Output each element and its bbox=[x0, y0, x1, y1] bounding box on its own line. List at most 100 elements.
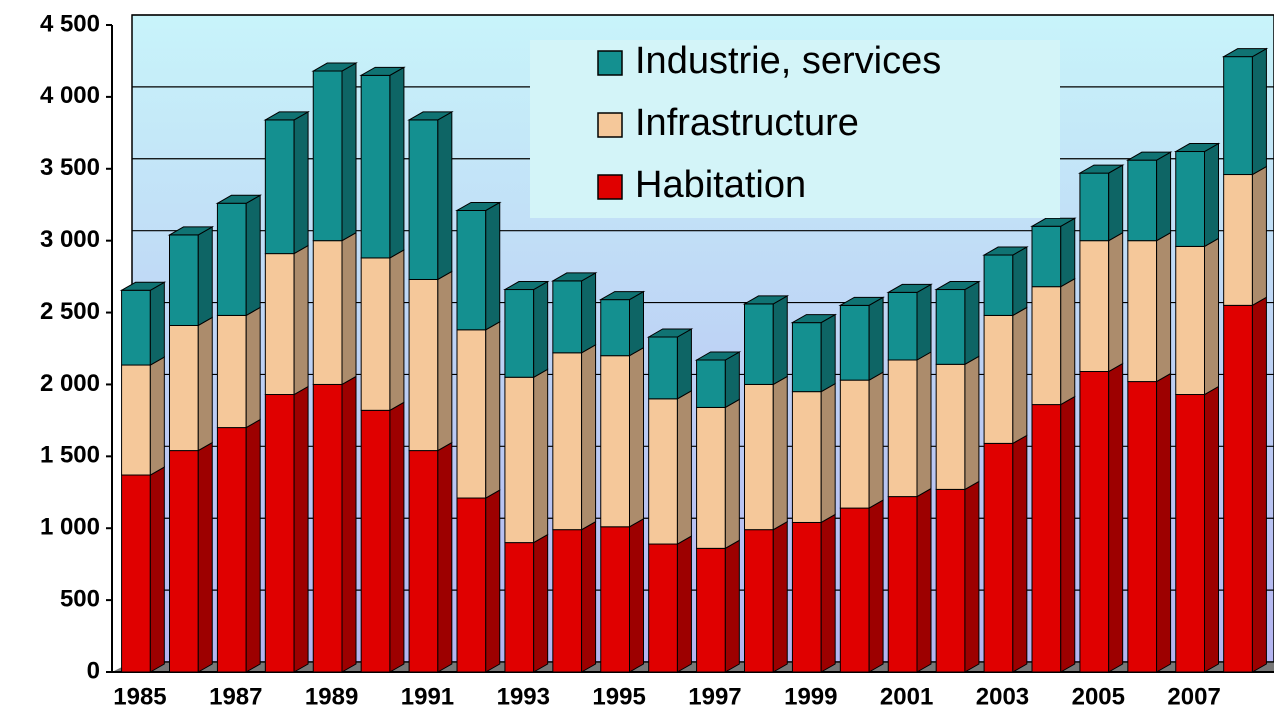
bar-top bbox=[1125, 151, 1173, 161]
bar-side bbox=[1156, 151, 1172, 242]
bar-side bbox=[820, 513, 836, 673]
bar-side bbox=[1251, 165, 1267, 307]
bar bbox=[744, 529, 774, 673]
bar bbox=[360, 409, 391, 673]
bar-side bbox=[629, 290, 644, 357]
bar-side bbox=[1108, 231, 1124, 373]
bar bbox=[935, 488, 966, 673]
bar bbox=[1079, 172, 1110, 242]
bar bbox=[1031, 404, 1062, 673]
bar-side bbox=[1251, 47, 1267, 176]
bar-side bbox=[341, 231, 357, 386]
bar-side bbox=[1060, 395, 1076, 673]
bar bbox=[887, 291, 918, 361]
y-tick-label: 500 bbox=[60, 585, 100, 612]
bar bbox=[456, 497, 487, 673]
bar bbox=[1031, 225, 1062, 288]
legend-swatch bbox=[597, 50, 623, 76]
bar bbox=[552, 280, 583, 354]
bar-side bbox=[772, 375, 788, 531]
bar-side bbox=[293, 111, 309, 255]
bar-side bbox=[533, 280, 549, 379]
bar-top bbox=[119, 281, 167, 291]
bar-side bbox=[1108, 164, 1124, 242]
bar bbox=[648, 543, 678, 673]
bar bbox=[552, 529, 583, 673]
bar-side bbox=[916, 283, 932, 361]
bar bbox=[312, 383, 343, 673]
bar bbox=[456, 329, 487, 499]
y-tick-label: 1 000 bbox=[40, 514, 100, 541]
bar-top bbox=[1030, 217, 1077, 227]
bar-side bbox=[964, 355, 980, 491]
bar bbox=[504, 542, 535, 673]
bar bbox=[1127, 381, 1158, 673]
bar bbox=[983, 254, 1014, 316]
bar-side bbox=[964, 280, 980, 366]
bar-side bbox=[581, 520, 597, 673]
bar bbox=[169, 324, 199, 452]
bars bbox=[119, 47, 1269, 673]
bar-side bbox=[293, 385, 309, 673]
x-tick-label: 1985 bbox=[113, 683, 166, 710]
bar-top bbox=[1221, 48, 1269, 58]
bar bbox=[408, 119, 439, 280]
bar bbox=[169, 450, 199, 673]
bar bbox=[600, 355, 630, 528]
bar-top bbox=[838, 296, 885, 306]
legend: Industrie, services Infrastructure Habitat… bbox=[530, 40, 1060, 218]
bar-side bbox=[868, 296, 884, 381]
bar bbox=[408, 450, 439, 673]
bar-side bbox=[1012, 434, 1028, 673]
bar bbox=[456, 209, 487, 331]
bar-side bbox=[724, 398, 740, 550]
bar-side bbox=[1060, 277, 1076, 406]
bar-side bbox=[389, 66, 405, 259]
bar-top bbox=[934, 281, 981, 291]
bar-top bbox=[1078, 164, 1125, 174]
bar bbox=[312, 70, 343, 242]
y-tick-label: 4 500 bbox=[40, 10, 100, 37]
bar-side bbox=[485, 201, 501, 331]
bar-side bbox=[772, 295, 788, 386]
x-tick-label: 1999 bbox=[784, 683, 837, 710]
bar-side bbox=[245, 306, 261, 429]
bar-top bbox=[503, 281, 550, 291]
bar bbox=[1175, 245, 1205, 396]
bar-side bbox=[533, 533, 549, 673]
bar-side bbox=[1012, 246, 1028, 317]
bar bbox=[791, 521, 822, 673]
bar-side bbox=[1204, 237, 1219, 396]
bar bbox=[696, 547, 726, 673]
y-tick-label: 1 500 bbox=[40, 442, 100, 469]
legend-swatch bbox=[597, 174, 623, 200]
y-tick-label: 0 bbox=[87, 657, 100, 684]
legend-swatch bbox=[597, 112, 623, 138]
bar-side bbox=[389, 401, 405, 673]
bar-side bbox=[533, 368, 549, 544]
bar-side bbox=[1204, 385, 1219, 673]
bar bbox=[360, 257, 391, 411]
bar bbox=[1079, 240, 1110, 373]
bar-top bbox=[886, 283, 933, 293]
bar-side bbox=[245, 418, 261, 673]
bar bbox=[744, 383, 774, 531]
bar-top bbox=[550, 272, 598, 282]
y-tick-label: 3 000 bbox=[40, 226, 100, 253]
bar bbox=[791, 391, 822, 523]
y-tick-label: 4 000 bbox=[40, 82, 100, 109]
bar bbox=[121, 474, 151, 673]
bar-side bbox=[676, 328, 692, 400]
bar-side bbox=[341, 375, 357, 673]
bar-side bbox=[676, 535, 692, 673]
bar bbox=[696, 359, 726, 408]
bar-side bbox=[197, 226, 213, 327]
bar bbox=[216, 314, 247, 429]
bar-side bbox=[437, 111, 453, 281]
bar bbox=[648, 336, 678, 400]
bar bbox=[600, 299, 630, 357]
bar-side bbox=[437, 441, 453, 673]
bar bbox=[935, 363, 966, 490]
bar-side bbox=[581, 272, 597, 354]
bar bbox=[1223, 174, 1253, 306]
